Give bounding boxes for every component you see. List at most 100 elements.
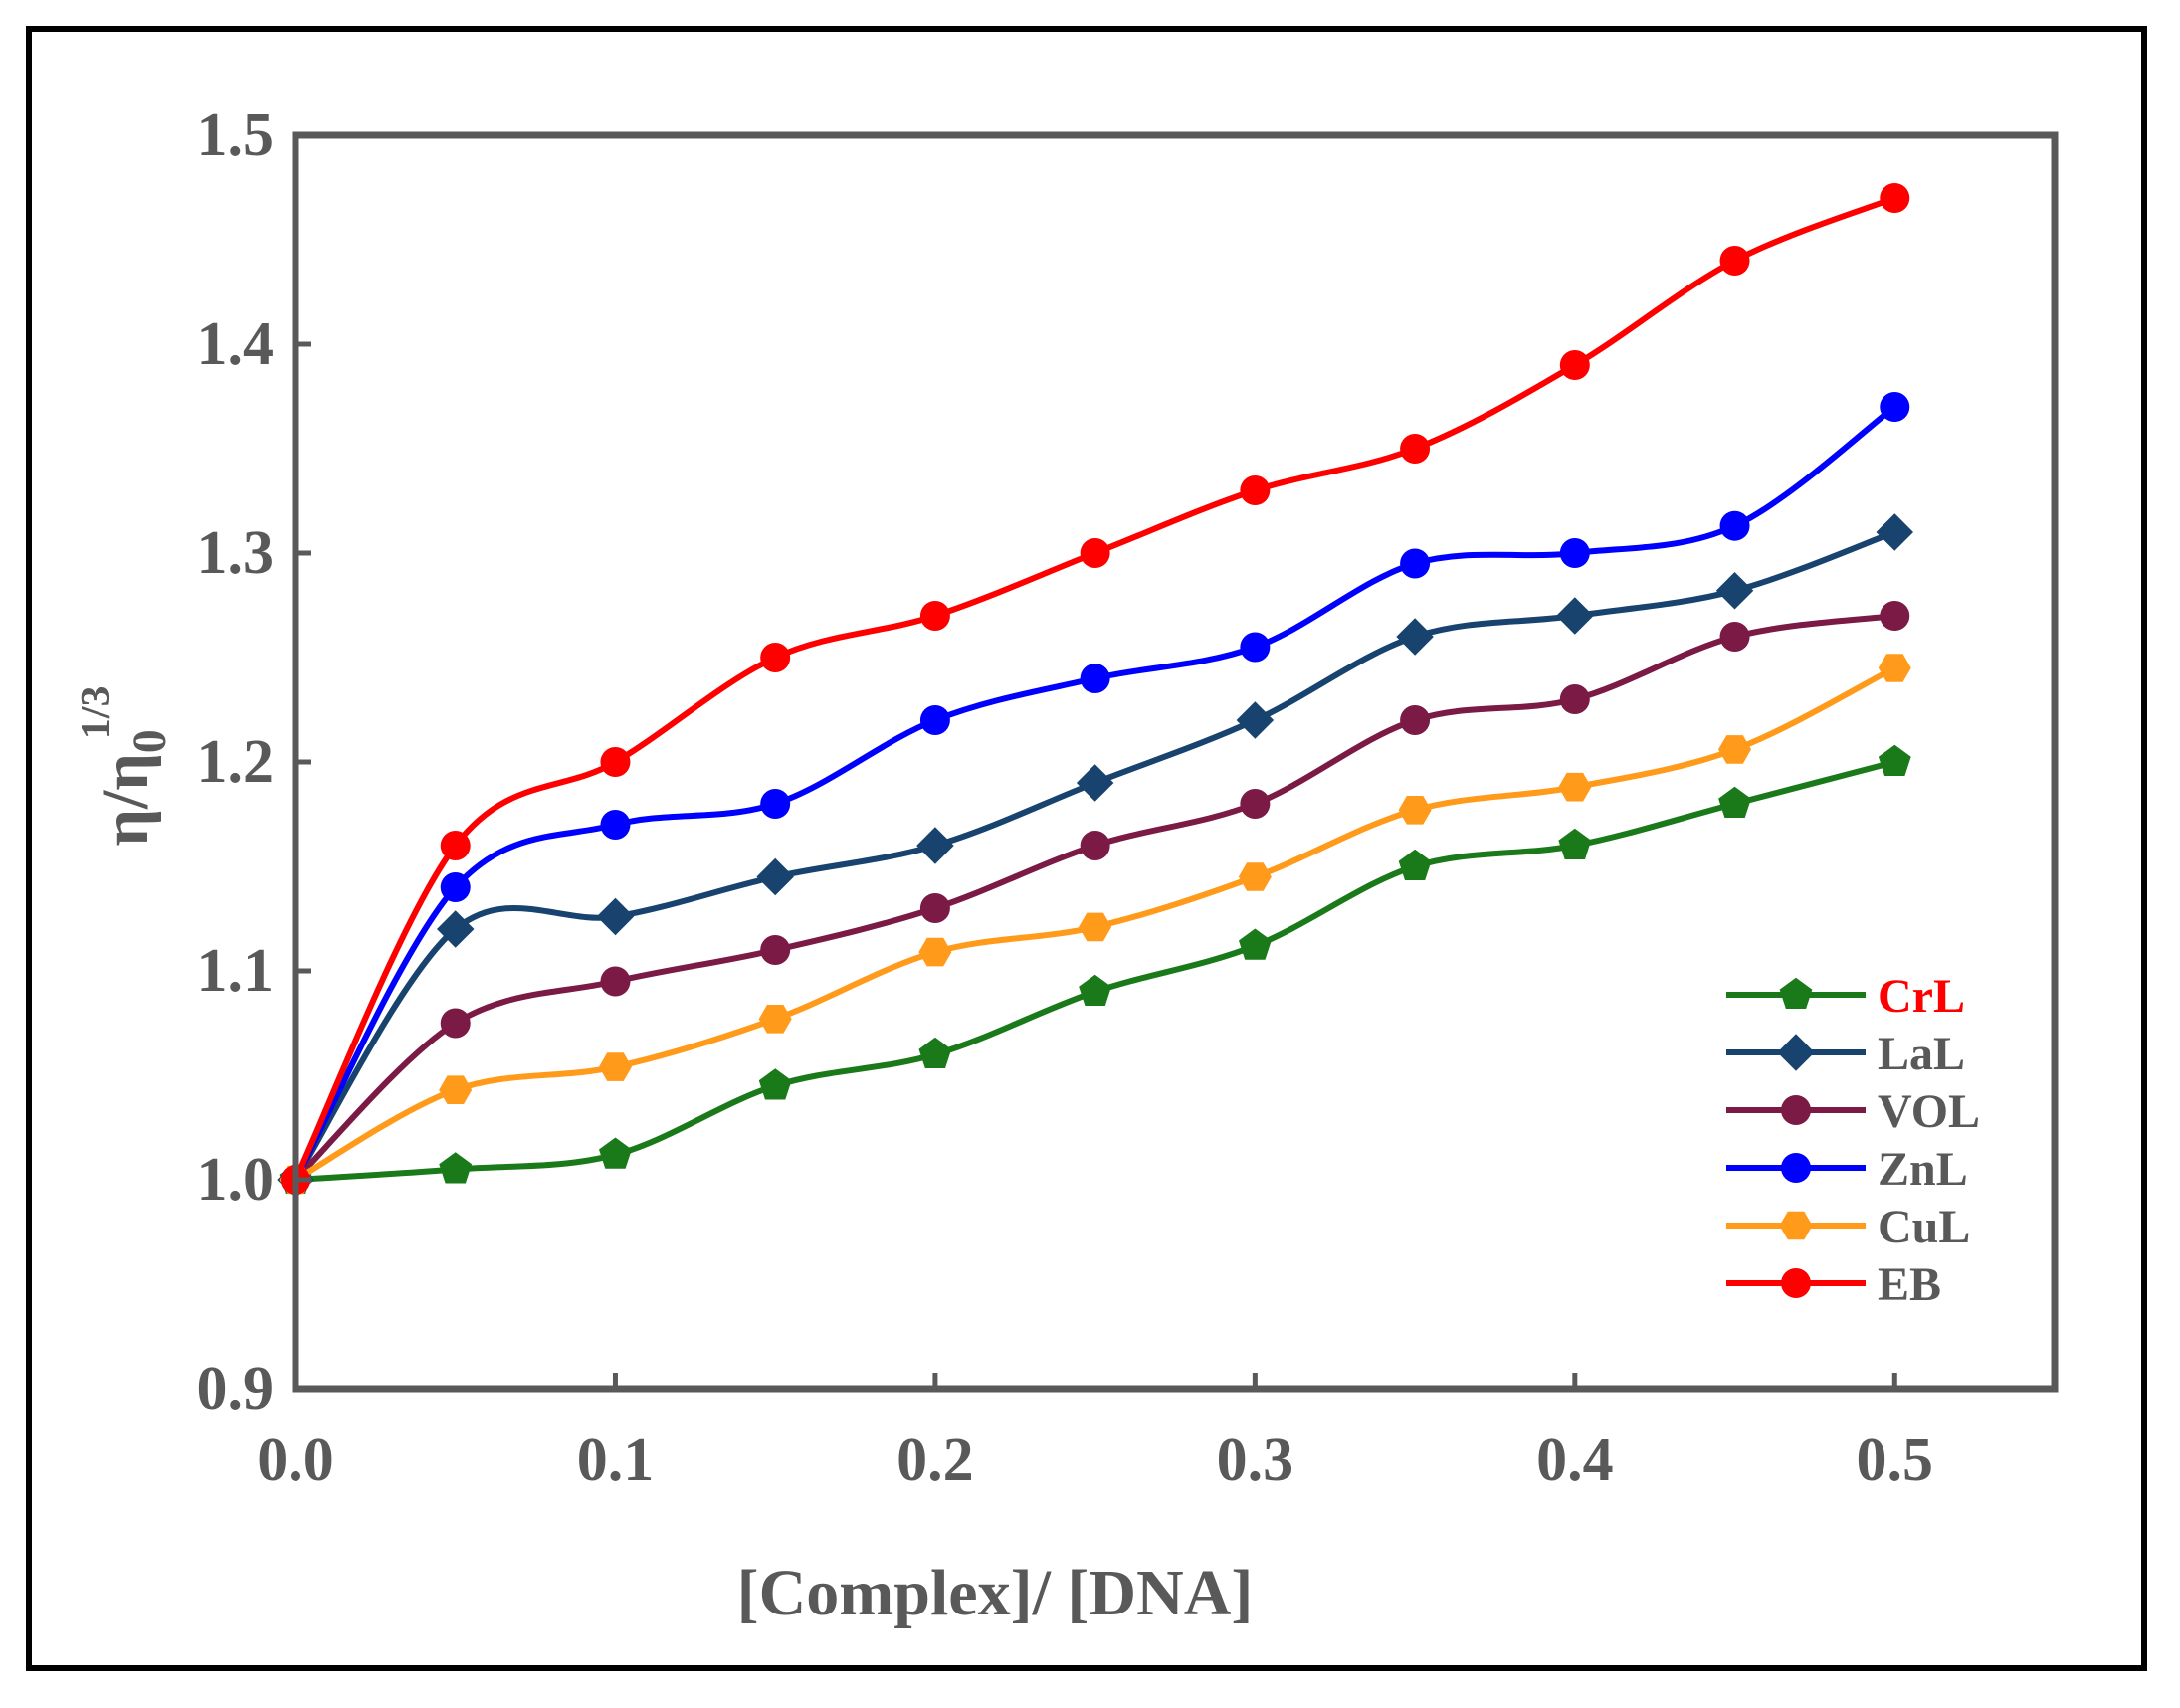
legend-entry-znl: ZnL	[1726, 1143, 1968, 1196]
legend-label: CrL	[1878, 970, 1965, 1023]
y-tick-label: 1.5	[197, 101, 275, 169]
legend-label: VOL	[1878, 1085, 1980, 1138]
legend-entry-cul: CuL	[1726, 1201, 1970, 1253]
data-point-lal	[1715, 572, 1754, 610]
x-tick-label: 0.5	[1857, 1426, 1934, 1494]
data-point-znl	[1240, 632, 1271, 663]
data-point-vol	[1080, 831, 1110, 860]
data-point-znl	[600, 810, 631, 840]
data-point-znl	[919, 705, 950, 735]
data-point-znl	[1080, 664, 1110, 693]
data-point-cul	[439, 1075, 473, 1104]
x-tick-label: 0.3	[1217, 1426, 1294, 1494]
data-point-lal	[1396, 618, 1434, 656]
data-point-lal	[916, 827, 954, 864]
data-point-znl	[1719, 510, 1750, 541]
data-point-lal	[1556, 597, 1594, 635]
data-point-cul	[758, 1005, 792, 1034]
x-tick-label: 0.1	[577, 1426, 655, 1494]
legend-label: LaL	[1878, 1028, 1965, 1080]
data-point-lal	[596, 897, 635, 936]
legend-marker	[1779, 977, 1813, 1009]
series-line-vol	[293, 613, 1898, 1183]
data-point-cul	[1079, 912, 1112, 942]
data-point-cul	[599, 1052, 632, 1081]
data-point-vol	[1240, 789, 1271, 819]
x-axis-title: [Complex]/ [DNA]	[737, 1557, 1254, 1629]
data-point-cul	[918, 937, 952, 967]
data-point-eb	[919, 601, 950, 631]
y-axis-title: η/η01/3	[74, 686, 176, 847]
series-layer	[277, 183, 1913, 1199]
data-point-eb	[600, 747, 631, 777]
data-point-crl	[1079, 974, 1111, 1006]
svg-text:η/η01/3: η/η01/3	[74, 686, 176, 847]
data-point-eb	[1400, 434, 1431, 464]
legend-marker	[1781, 1153, 1811, 1183]
y-axis-title-subscript: 0	[123, 729, 176, 753]
data-point-eb	[760, 643, 791, 672]
y-tick-label: 1.1	[197, 937, 275, 1005]
series-crl	[279, 744, 1911, 1194]
y-tick-label: 1.4	[197, 310, 275, 378]
data-point-znl	[1559, 538, 1590, 568]
data-point-vol	[440, 1008, 471, 1039]
data-point-cul	[1878, 654, 1911, 682]
data-point-crl	[918, 1037, 952, 1068]
series-line-znl	[293, 404, 1898, 1183]
data-point-znl	[440, 872, 471, 902]
legend-entry-lal: LaL	[1726, 1028, 1965, 1080]
data-point-vol	[1559, 684, 1590, 714]
data-point-cul	[1238, 862, 1272, 891]
series-line-crl	[293, 759, 1898, 1183]
data-point-lal	[437, 910, 475, 948]
data-point-vol	[760, 935, 791, 965]
legend-label: EB	[1878, 1258, 1941, 1311]
series-lal	[277, 513, 1913, 1199]
data-point-vol	[600, 966, 631, 997]
x-tick-label: 0.2	[896, 1426, 974, 1494]
data-point-eb	[1719, 246, 1750, 276]
series-cul	[279, 654, 1911, 1195]
data-point-cul	[1718, 735, 1751, 764]
plot-area	[292, 131, 2059, 1393]
legend-marker	[1781, 1268, 1811, 1298]
data-point-crl	[439, 1152, 473, 1184]
data-point-crl	[758, 1068, 792, 1100]
legend-entry-crl: CrL	[1726, 970, 1965, 1023]
data-point-vol	[919, 893, 950, 923]
y-axis-title-main: η/η	[90, 753, 162, 846]
data-point-znl	[1400, 548, 1431, 579]
data-point-crl	[599, 1137, 632, 1169]
series-znl	[281, 392, 1910, 1195]
legend-marker	[1781, 1095, 1811, 1125]
data-point-znl	[760, 789, 791, 819]
y-tick-label: 1.2	[197, 728, 275, 796]
y-tick-label: 0.9	[197, 1355, 275, 1423]
data-point-eb	[1080, 538, 1110, 568]
x-axis-ticks: 0.0 0.1 0.2 0.3 0.4 0.5	[257, 1373, 1933, 1494]
data-point-cul	[1558, 772, 1592, 802]
data-point-eb	[1880, 183, 1910, 213]
data-point-cul	[1398, 796, 1432, 825]
data-point-eb	[1240, 475, 1271, 505]
data-point-vol	[1400, 705, 1431, 735]
y-tick-label: 1.3	[197, 519, 275, 587]
data-point-lal	[1876, 513, 1913, 551]
legend-entry-vol: VOL	[1726, 1085, 1980, 1138]
data-point-vol	[1880, 601, 1910, 631]
y-axis-title-superscript: 1/3	[74, 686, 119, 740]
data-point-crl	[1718, 786, 1751, 818]
data-point-vol	[1719, 622, 1750, 652]
legend-label: ZnL	[1878, 1143, 1968, 1196]
data-point-eb	[440, 831, 471, 860]
data-point-crl	[1398, 849, 1432, 880]
data-point-crl	[1239, 928, 1272, 960]
series-line-eb	[293, 195, 1898, 1183]
data-point-crl	[1558, 828, 1592, 859]
y-axis-ticks: 0.9 1.0 1.1 1.2 1.3 1.4 1.5	[197, 101, 311, 1423]
legend-label: CuL	[1878, 1201, 1970, 1253]
legend-marker	[1779, 1211, 1813, 1240]
